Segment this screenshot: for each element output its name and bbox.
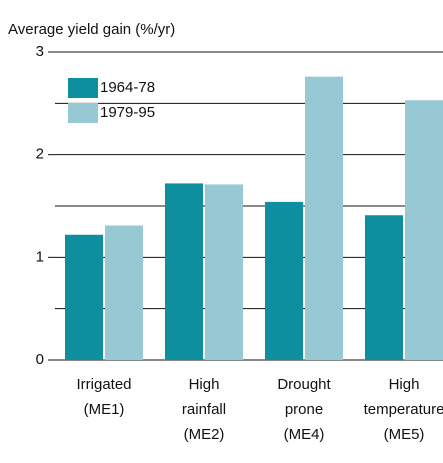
bar — [165, 183, 203, 360]
x-tick-label-line: (ME5) — [384, 426, 425, 443]
x-tick-label-line: Irrigated — [76, 376, 131, 393]
x-tick-label: High rainfall (ME2) — [182, 376, 226, 443]
x-tick-label-line: (ME1) — [84, 401, 125, 418]
legend-swatch — [68, 103, 98, 123]
y-tick-label: 2 — [36, 146, 44, 163]
x-tick-label-line: rainfall — [182, 401, 226, 418]
bar — [365, 215, 403, 360]
legend-label: 1964-78 — [100, 79, 155, 96]
x-tick-label-line: (ME4) — [284, 426, 325, 443]
x-tick-label: Drought prone (ME4) — [277, 376, 331, 443]
bar — [405, 100, 443, 361]
y-tick-label: 1 — [36, 248, 44, 265]
x-tick-label-line: High — [189, 376, 220, 393]
x-tick-label-line: High — [389, 376, 420, 393]
y-axis-label: Average yield gain (%/yr) — [8, 21, 175, 38]
legend-label: 1979-95 — [100, 104, 155, 121]
legend-swatch — [68, 78, 98, 98]
x-tick-label-line: temperature — [364, 401, 443, 418]
x-tick-label-line: prone — [285, 401, 323, 418]
x-tick-label: Irrigated (ME1) — [76, 376, 131, 418]
bar — [65, 234, 103, 360]
bar — [205, 184, 243, 360]
x-tick-label: High temperature (ME5) — [364, 376, 443, 443]
bar — [105, 225, 143, 360]
x-tick-label-line: (ME2) — [184, 426, 225, 443]
y-tick-label: 3 — [36, 43, 44, 60]
bar — [265, 201, 303, 360]
y-tick-label: 0 — [36, 351, 44, 368]
bar — [305, 76, 343, 360]
x-tick-label-line: Drought — [277, 376, 331, 393]
